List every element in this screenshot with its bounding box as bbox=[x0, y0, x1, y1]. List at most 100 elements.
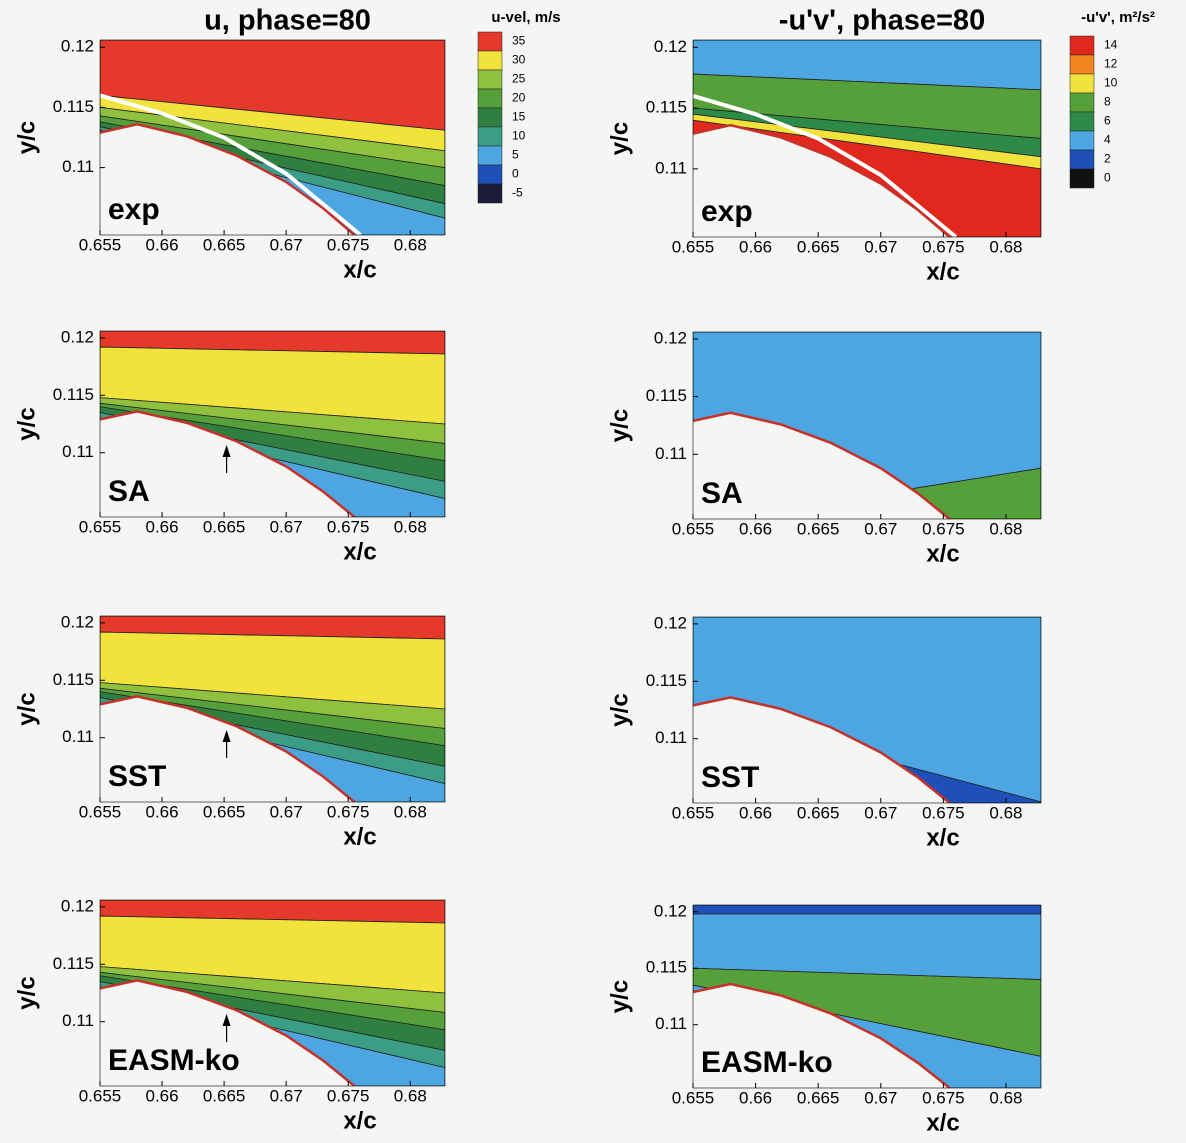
y-tick-label: 0.11 bbox=[62, 157, 94, 176]
colorbar-swatch bbox=[477, 107, 503, 128]
x-tick-label: 0.67 bbox=[864, 519, 897, 538]
x-tick-label: 0.66 bbox=[739, 519, 772, 538]
y-tick-label: 0.115 bbox=[53, 97, 94, 116]
airfoil-body bbox=[100, 411, 355, 517]
colorbar-title: u-vel, m/s bbox=[491, 9, 560, 26]
y-tick-label: 0.11 bbox=[62, 442, 94, 461]
airfoil-surface bbox=[693, 696, 951, 803]
plot-frame bbox=[692, 39, 1042, 238]
plot-frame bbox=[99, 330, 446, 518]
x-axis-label: x/c bbox=[926, 258, 959, 285]
plot-area bbox=[693, 332, 1041, 519]
airfoil-surface bbox=[693, 982, 951, 1088]
x-tick-label: 0.665 bbox=[797, 519, 840, 538]
colorbar-label: 25 bbox=[512, 72, 526, 86]
contour-band bbox=[693, 40, 1041, 91]
colorbar-label: 8 bbox=[1104, 95, 1111, 109]
x-tick-label: 0.665 bbox=[203, 1086, 246, 1105]
y-tick-label: 0.115 bbox=[53, 954, 94, 973]
panel-title: u, phase=80 bbox=[204, 5, 371, 37]
colorbar-label: 0 bbox=[1104, 171, 1111, 185]
x-tick-label: 0.665 bbox=[203, 802, 246, 821]
y-tick-label: 0.115 bbox=[53, 670, 94, 689]
plot-frame bbox=[99, 39, 446, 236]
x-tick-label: 0.675 bbox=[922, 237, 965, 256]
airfoil-surface bbox=[100, 979, 356, 1086]
colorbar-swatch bbox=[1069, 92, 1095, 113]
contour-band bbox=[100, 631, 445, 710]
plot-frame bbox=[692, 616, 1042, 804]
x-tick-label: 0.655 bbox=[79, 1086, 122, 1105]
panel-title: -u'v', phase=80 bbox=[779, 5, 985, 37]
x-tick-label: 0.655 bbox=[672, 237, 715, 256]
contour-band bbox=[100, 331, 445, 355]
plot-area bbox=[693, 617, 1041, 803]
x-tick-label: 0.67 bbox=[270, 235, 303, 254]
y-tick-label: 0.11 bbox=[655, 1014, 687, 1033]
colorbar-swatch bbox=[1069, 35, 1095, 56]
panel-label: EASM-ko bbox=[701, 1046, 833, 1079]
airfoil-surface bbox=[100, 695, 356, 802]
panel-label: exp bbox=[701, 195, 753, 228]
airfoil-body bbox=[693, 125, 950, 237]
x-tick-label: 0.655 bbox=[79, 235, 122, 254]
x-tick-label: 0.68 bbox=[989, 237, 1022, 256]
contour-band bbox=[693, 967, 1041, 1057]
y-axis-label: y/c bbox=[13, 407, 40, 440]
y-tick-label: 0.115 bbox=[646, 98, 687, 117]
y-tick-label: 0.11 bbox=[62, 1011, 94, 1030]
contour-panel: 0.655 0.66 0.665 0.67 0.675 0.68 0.11 0.115 0.12… bbox=[606, 5, 1155, 286]
colorbar-swatch bbox=[1069, 111, 1095, 132]
colorbar-label: 0 bbox=[512, 167, 519, 181]
plot-area bbox=[100, 616, 445, 802]
piv-boundary bbox=[693, 94, 958, 237]
colorbar-label: 5 bbox=[512, 148, 519, 162]
x-tick-label: 0.68 bbox=[394, 1086, 427, 1105]
y-tick-label: 0.115 bbox=[53, 385, 94, 404]
y-tick-label: 0.12 bbox=[61, 612, 94, 631]
x-tick-label: 0.67 bbox=[864, 1088, 897, 1107]
airfoil-body bbox=[693, 697, 950, 803]
colorbar-label: -5 bbox=[512, 186, 523, 200]
x-tick-label: 0.66 bbox=[739, 1088, 772, 1107]
panel-label: SST bbox=[108, 760, 166, 793]
y-axis-label: y/c bbox=[13, 692, 40, 725]
airfoil-body bbox=[693, 412, 950, 519]
colorbar-label: 20 bbox=[512, 91, 526, 105]
contour-band bbox=[693, 617, 1041, 803]
plot-area bbox=[100, 40, 445, 235]
y-tick-label: 0.12 bbox=[654, 328, 687, 347]
x-axis-label: x/c bbox=[343, 256, 376, 283]
colorbar-label: 10 bbox=[512, 129, 526, 143]
plot-area bbox=[100, 900, 445, 1086]
contour-panel: 0.655 0.66 0.665 0.67 0.675 0.68 0.11 0.115 0.12… bbox=[13, 5, 560, 284]
x-tick-label: 0.66 bbox=[146, 517, 179, 536]
y-axis-label: y/c bbox=[606, 122, 633, 155]
contour-band bbox=[693, 73, 1041, 139]
x-tick-label: 0.67 bbox=[270, 802, 303, 821]
x-tick-label: 0.68 bbox=[989, 803, 1022, 822]
panel-label: SST bbox=[701, 761, 759, 794]
colorbar-swatch bbox=[477, 69, 503, 90]
y-tick-label: 0.12 bbox=[654, 901, 687, 920]
contour-band bbox=[100, 616, 445, 640]
x-tick-label: 0.675 bbox=[922, 519, 965, 538]
piv-boundary bbox=[100, 93, 362, 235]
colorbar-swatch bbox=[1069, 54, 1095, 75]
colorbar-label: 14 bbox=[1104, 38, 1118, 52]
colorbar-swatch bbox=[1069, 73, 1095, 94]
airfoil-surface bbox=[100, 410, 356, 517]
contour-band bbox=[100, 966, 445, 1013]
x-tick-label: 0.67 bbox=[270, 1086, 303, 1105]
x-tick-label: 0.655 bbox=[672, 519, 715, 538]
contour-band bbox=[100, 971, 445, 1031]
x-axis-label: x/c bbox=[343, 823, 376, 850]
x-tick-label: 0.665 bbox=[797, 803, 840, 822]
colorbar-swatch bbox=[1069, 130, 1095, 151]
colorbar-swatch bbox=[477, 164, 503, 185]
x-tick-label: 0.67 bbox=[864, 237, 897, 256]
airfoil-surface bbox=[693, 123, 951, 237]
y-tick-label: 0.11 bbox=[655, 444, 687, 463]
y-tick-label: 0.12 bbox=[61, 896, 94, 915]
x-tick-label: 0.68 bbox=[989, 519, 1022, 538]
